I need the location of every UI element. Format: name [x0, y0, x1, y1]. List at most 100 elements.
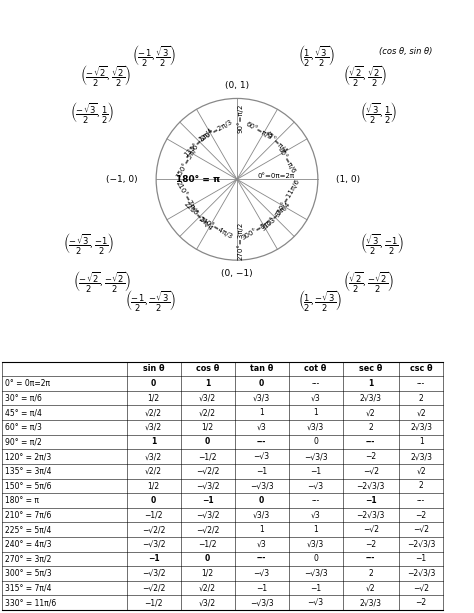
Text: 1/2: 1/2	[147, 481, 160, 490]
Text: 45° = π/4: 45° = π/4	[5, 408, 42, 417]
Text: 240°=4π/3: 240°=4π/3	[197, 216, 234, 240]
Text: 0: 0	[205, 438, 210, 446]
Text: −√2: −√2	[363, 525, 379, 534]
Text: $\left(\dfrac{-\sqrt{2}}{2}, \dfrac{-\sqrt{2}}{2}\right)$: $\left(\dfrac{-\sqrt{2}}{2}, \dfrac{-\sq…	[73, 270, 131, 295]
Text: 330°=11π/6: 330°=11π/6	[273, 178, 301, 218]
Text: √3/2: √3/2	[199, 394, 216, 403]
Text: −√2/2: −√2/2	[142, 525, 165, 534]
Text: cot θ: cot θ	[304, 365, 327, 373]
Text: −√3/3: −√3/3	[304, 569, 328, 578]
Text: $\left(\dfrac{\sqrt{3}}{2}, \dfrac{1}{2}\right)$: $\left(\dfrac{\sqrt{3}}{2}, \dfrac{1}{2}…	[360, 101, 397, 126]
Text: 210° = 7π/6: 210° = 7π/6	[5, 511, 51, 519]
Text: ---: ---	[417, 379, 425, 388]
Text: −1/2: −1/2	[145, 598, 163, 607]
Text: −2: −2	[416, 598, 427, 607]
Text: −1: −1	[202, 496, 213, 505]
Text: $\left(\dfrac{1}{2}, \dfrac{-\sqrt{3}}{2}\right)$: $\left(\dfrac{1}{2}, \dfrac{-\sqrt{3}}{2…	[298, 289, 342, 314]
Text: −1: −1	[310, 584, 321, 593]
Text: −√3/2: −√3/2	[142, 539, 165, 549]
Text: 1: 1	[419, 438, 424, 446]
Text: 0: 0	[259, 496, 264, 505]
Text: 150°=5π/6: 150°=5π/6	[174, 142, 199, 179]
Text: √3/2: √3/2	[145, 423, 162, 432]
Text: −√2: −√2	[363, 466, 379, 476]
Text: √3: √3	[311, 511, 320, 519]
Text: $\left(\dfrac{-1}{2}, \dfrac{-\sqrt{3}}{2}\right)$: $\left(\dfrac{-1}{2}, \dfrac{-\sqrt{3}}{…	[125, 289, 176, 314]
Text: −2√3/3: −2√3/3	[356, 511, 385, 519]
Text: −2: −2	[365, 539, 376, 549]
Text: $\left(\dfrac{\sqrt{2}}{2}, \dfrac{\sqrt{2}}{2}\right)$: $\left(\dfrac{\sqrt{2}}{2}, \dfrac{\sqrt…	[343, 64, 387, 89]
Text: 225°=5π/4: 225°=5π/4	[183, 200, 214, 232]
Text: −√2/2: −√2/2	[142, 584, 165, 593]
Text: 240° = 4π/3: 240° = 4π/3	[5, 539, 51, 549]
Text: 0: 0	[205, 554, 210, 563]
Text: 1: 1	[205, 379, 210, 388]
Text: 1: 1	[259, 525, 264, 534]
Text: 2: 2	[368, 423, 373, 432]
Text: $\left(\dfrac{-1}{2}, \dfrac{\sqrt{3}}{2}\right)$: $\left(\dfrac{-1}{2}, \dfrac{\sqrt{3}}{2…	[132, 44, 176, 69]
Text: 0: 0	[313, 554, 318, 563]
Text: $\left(\dfrac{-\sqrt{2}}{2}, \dfrac{\sqrt{2}}{2}\right)$: $\left(\dfrac{-\sqrt{2}}{2}, \dfrac{\sqr…	[80, 64, 131, 89]
Text: ---: ---	[366, 554, 375, 563]
Text: 120°=2π/3: 120°=2π/3	[197, 118, 234, 143]
Text: −2: −2	[416, 511, 427, 519]
Text: ---: ---	[257, 438, 266, 446]
Text: 1/2: 1/2	[201, 423, 214, 432]
Text: 60°=π/3: 60°=π/3	[244, 120, 273, 141]
Text: −1/2: −1/2	[145, 511, 163, 519]
Text: √2: √2	[366, 584, 375, 593]
Text: 2: 2	[419, 394, 424, 403]
Text: 0: 0	[313, 438, 318, 446]
Text: 1: 1	[368, 379, 374, 388]
Text: 90° = π/2: 90° = π/2	[5, 438, 41, 446]
Text: 30°=π/6: 30°=π/6	[277, 146, 298, 175]
Text: −1: −1	[365, 496, 376, 505]
Text: 1: 1	[259, 408, 264, 417]
Text: 120° = 2π/3: 120° = 2π/3	[5, 452, 51, 461]
Text: 1: 1	[313, 525, 318, 534]
Text: 90°=π/2: 90°=π/2	[237, 103, 243, 132]
Text: √2: √2	[416, 466, 426, 476]
Text: −√2/2: −√2/2	[196, 525, 219, 534]
Text: 135°=3π/4: 135°=3π/4	[183, 126, 215, 158]
Text: $\left(\dfrac{-\sqrt{3}}{2}, \dfrac{1}{2}\right)$: $\left(\dfrac{-\sqrt{3}}{2}, \dfrac{1}{2…	[71, 101, 114, 126]
Text: √3/2: √3/2	[145, 452, 162, 461]
Text: 135° = 3π/4: 135° = 3π/4	[5, 466, 51, 476]
Text: −√2/2: −√2/2	[196, 466, 219, 476]
Text: 2: 2	[419, 481, 424, 490]
Text: √3/3: √3/3	[307, 539, 324, 549]
Text: (0, 1): (0, 1)	[225, 81, 249, 90]
Text: −√3/3: −√3/3	[250, 598, 273, 607]
Text: −1/2: −1/2	[199, 452, 217, 461]
Text: ---: ---	[257, 554, 266, 563]
Text: −√3/2: −√3/2	[196, 511, 219, 519]
Text: 180° = π: 180° = π	[5, 496, 39, 505]
Text: 210°=7π/6: 210°=7π/6	[174, 180, 199, 216]
Text: 1: 1	[313, 408, 318, 417]
Text: 0°=0π=2π: 0°=0π=2π	[257, 173, 295, 179]
Text: 2√3/3: 2√3/3	[360, 394, 382, 403]
Text: 270°=3π/2: 270°=3π/2	[237, 221, 243, 260]
Text: −√3: −√3	[254, 452, 270, 461]
Text: 30° = π/6: 30° = π/6	[5, 394, 42, 403]
Text: −1: −1	[256, 584, 267, 593]
Text: √2/2: √2/2	[145, 408, 162, 417]
Text: −1: −1	[148, 554, 160, 563]
Text: −√3: −√3	[254, 569, 270, 578]
Text: (−1, 0): (−1, 0)	[106, 175, 138, 184]
Text: √3/3: √3/3	[253, 394, 270, 403]
Text: √3: √3	[257, 539, 266, 549]
Text: −2√3/3: −2√3/3	[356, 481, 385, 490]
Text: $\left(\dfrac{1}{2}, \dfrac{\sqrt{3}}{2}\right)$: $\left(\dfrac{1}{2}, \dfrac{\sqrt{3}}{2}…	[298, 44, 335, 69]
Text: −1: −1	[310, 466, 321, 476]
Text: 0: 0	[151, 379, 156, 388]
Text: 180° = π: 180° = π	[176, 175, 220, 184]
Text: (cos θ, sin θ): (cos θ, sin θ)	[379, 47, 433, 56]
Text: −√2: −√2	[413, 525, 429, 534]
Text: −√3/2: −√3/2	[142, 569, 165, 578]
Text: ---: ---	[311, 379, 320, 388]
Text: (1, 0): (1, 0)	[336, 175, 360, 184]
Text: 1: 1	[151, 438, 156, 446]
Text: 45°=π/4: 45°=π/4	[264, 130, 289, 155]
Text: 2√3/3: 2√3/3	[360, 598, 382, 607]
